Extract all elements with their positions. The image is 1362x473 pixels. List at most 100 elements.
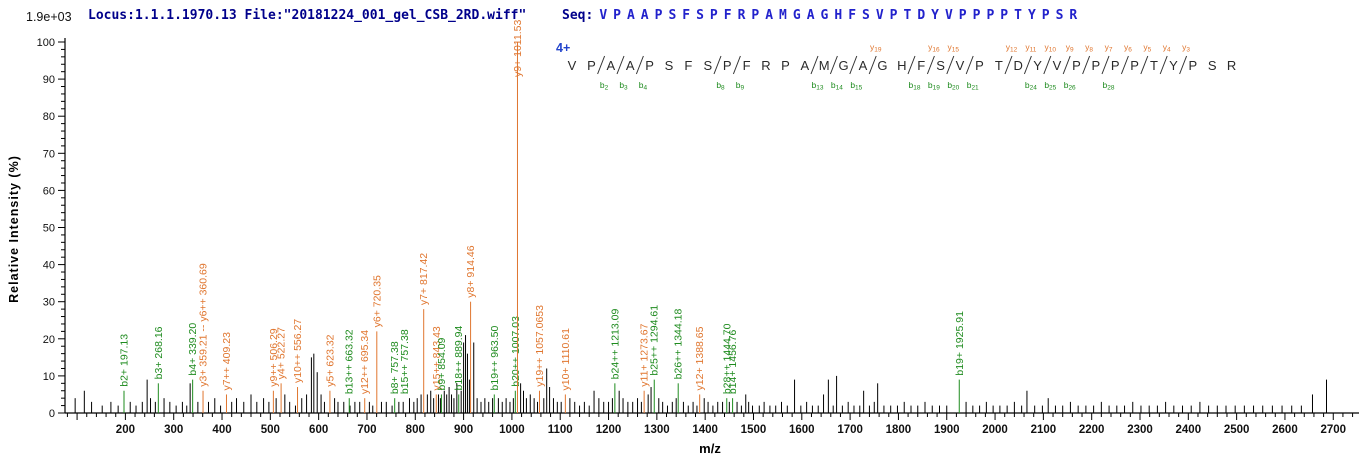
b-ion-label: b15 bbox=[850, 80, 862, 92]
residue: P bbox=[1130, 58, 1139, 73]
residue: P bbox=[723, 58, 732, 73]
peak-label: y19++ 1057.0653 bbox=[534, 305, 546, 387]
residue: A bbox=[626, 58, 635, 73]
fragment-cut bbox=[965, 55, 974, 75]
residue: P bbox=[781, 58, 790, 73]
x-tick-label: 800 bbox=[406, 424, 425, 436]
peak-label: b8+ 757.38 bbox=[389, 341, 401, 394]
y-ion-label: y5 bbox=[1143, 42, 1151, 54]
y-ion-label: y3 bbox=[1182, 42, 1190, 54]
peak-label: y3+ 359.21 -- y6++ 360.69 bbox=[198, 263, 210, 387]
x-tick-label: 1500 bbox=[741, 424, 767, 436]
peak-label: y12+ 1388.65 bbox=[694, 326, 706, 390]
peak-label: b24++ 1213.09 bbox=[609, 309, 621, 380]
x-axis-title: m/z bbox=[699, 441, 721, 456]
residue: P bbox=[1091, 58, 1100, 73]
x-tick-label: 300 bbox=[164, 424, 183, 436]
peak-label: b3+ 268.16 bbox=[153, 326, 165, 379]
seq-label: Seq: bbox=[562, 8, 594, 23]
residue: V bbox=[568, 58, 577, 73]
residue: T bbox=[1150, 58, 1158, 73]
residue: F bbox=[743, 58, 751, 73]
intensity-scale-note: 1.9e+03 bbox=[26, 10, 72, 24]
b-ion-label: b14 bbox=[831, 80, 843, 92]
b-ion-label: b4 bbox=[639, 80, 648, 92]
x-tick-label: 600 bbox=[309, 424, 328, 436]
peak-label: b14+ 1456.76 bbox=[727, 329, 739, 394]
residue: A bbox=[606, 58, 615, 73]
peptide-sequence-text: VPAAPSFSPFRPAMGAGHFSVPTDYVPPPPTYPSR bbox=[599, 8, 1084, 23]
residue: G bbox=[877, 58, 887, 73]
residue: P bbox=[587, 58, 596, 73]
y-ion-label: y15 bbox=[948, 42, 960, 54]
peak-label: b20++ 1007.03 bbox=[510, 316, 522, 387]
fragment-cut bbox=[1101, 55, 1110, 75]
header-sequence: Seq: VPAAPSFSPFRPAMGAGHFSVPTDYVPPPPTYPSR bbox=[562, 8, 1083, 23]
x-tick-label: 2700 bbox=[1320, 424, 1346, 436]
peak-label: b2+ 197.13 bbox=[119, 334, 131, 387]
residue: R bbox=[1227, 58, 1236, 73]
b-ion-label: b13 bbox=[812, 80, 824, 92]
x-tick-label: 1000 bbox=[499, 424, 525, 436]
x-tick-label: 2200 bbox=[1079, 424, 1105, 436]
x-tick-label: 400 bbox=[212, 424, 231, 436]
fragment-cut bbox=[1023, 55, 1032, 75]
x-tick-label: 2400 bbox=[1176, 424, 1202, 436]
x-tick-label: 1100 bbox=[548, 424, 573, 436]
x-tick-label: 1900 bbox=[934, 424, 960, 436]
y-ion-label: y7 bbox=[1105, 42, 1113, 54]
residue: P bbox=[1072, 58, 1081, 73]
peak-label: y8+ 914.46 bbox=[465, 245, 477, 297]
residue: H bbox=[897, 58, 906, 73]
x-tick-label: 1200 bbox=[596, 424, 622, 436]
b-ion-label: b26 bbox=[1064, 80, 1076, 92]
y-tick-label: 20 bbox=[43, 334, 55, 346]
y-ion-label: y4 bbox=[1163, 42, 1171, 54]
peak-label: y10+ 1110.61 bbox=[560, 328, 572, 391]
x-tick-label: 200 bbox=[116, 424, 135, 436]
peak-label: y12++ 695.34 bbox=[359, 330, 371, 394]
peak-label: y6+ 720.35 bbox=[371, 275, 383, 327]
fragment-cut bbox=[1140, 55, 1149, 75]
x-tick-label: 2000 bbox=[982, 424, 1008, 436]
residue: F bbox=[684, 58, 692, 73]
residue: R bbox=[761, 58, 770, 73]
peak-label: y9+ 1011.53 bbox=[512, 20, 524, 77]
b-ion-label: b21 bbox=[967, 80, 979, 92]
peak-label: y5+ 623.32 bbox=[324, 334, 336, 386]
peak-label: y7+ 817.42 bbox=[418, 253, 430, 305]
b-ion-label: b28 bbox=[1103, 80, 1115, 92]
b-ion-label: b25 bbox=[1044, 80, 1056, 92]
y-ion-label: y10 bbox=[1045, 42, 1057, 54]
y-tick-label: 90 bbox=[43, 74, 55, 86]
peak-label: y11+ 1273.67 bbox=[639, 323, 651, 386]
x-tick-label: 2600 bbox=[1272, 424, 1298, 436]
b-ion-label: b20 bbox=[947, 80, 959, 92]
fragment-cut bbox=[1043, 55, 1052, 75]
fragment-cut bbox=[868, 55, 877, 75]
fragment-cut bbox=[713, 55, 722, 75]
peak-label: b9+ 854.09 bbox=[436, 337, 448, 390]
residue: V bbox=[956, 58, 965, 73]
sequence-fragment-map: V P A A P S F S P F R P A M G A G H F S V P T D Y V P P P P T Y P S Rb2 b3 b… bbox=[568, 42, 1237, 92]
peak-label: b19+ 1925.91 bbox=[954, 311, 966, 376]
b-ion-label: b24 bbox=[1025, 80, 1037, 92]
fragment-cut bbox=[1062, 55, 1071, 75]
residue: S bbox=[703, 58, 712, 73]
b-ion-label: b8 bbox=[716, 80, 725, 92]
residue: F bbox=[917, 58, 925, 73]
fragment-cut bbox=[1004, 55, 1013, 75]
peak-label: y15++ 843.43 bbox=[431, 326, 443, 390]
y-tick-label: 50 bbox=[43, 223, 55, 235]
x-tick-label: 2300 bbox=[1127, 424, 1153, 436]
y-tick-label: 100 bbox=[37, 37, 55, 49]
y-ion-label: y12 bbox=[1006, 42, 1018, 54]
fragment-cut bbox=[1179, 55, 1188, 75]
residue: A bbox=[800, 58, 809, 73]
residue: V bbox=[1053, 58, 1062, 73]
peak-label: b13++ 663.32 bbox=[344, 329, 356, 394]
x-tick-label: 1700 bbox=[837, 424, 863, 436]
fragment-cut bbox=[597, 55, 606, 75]
